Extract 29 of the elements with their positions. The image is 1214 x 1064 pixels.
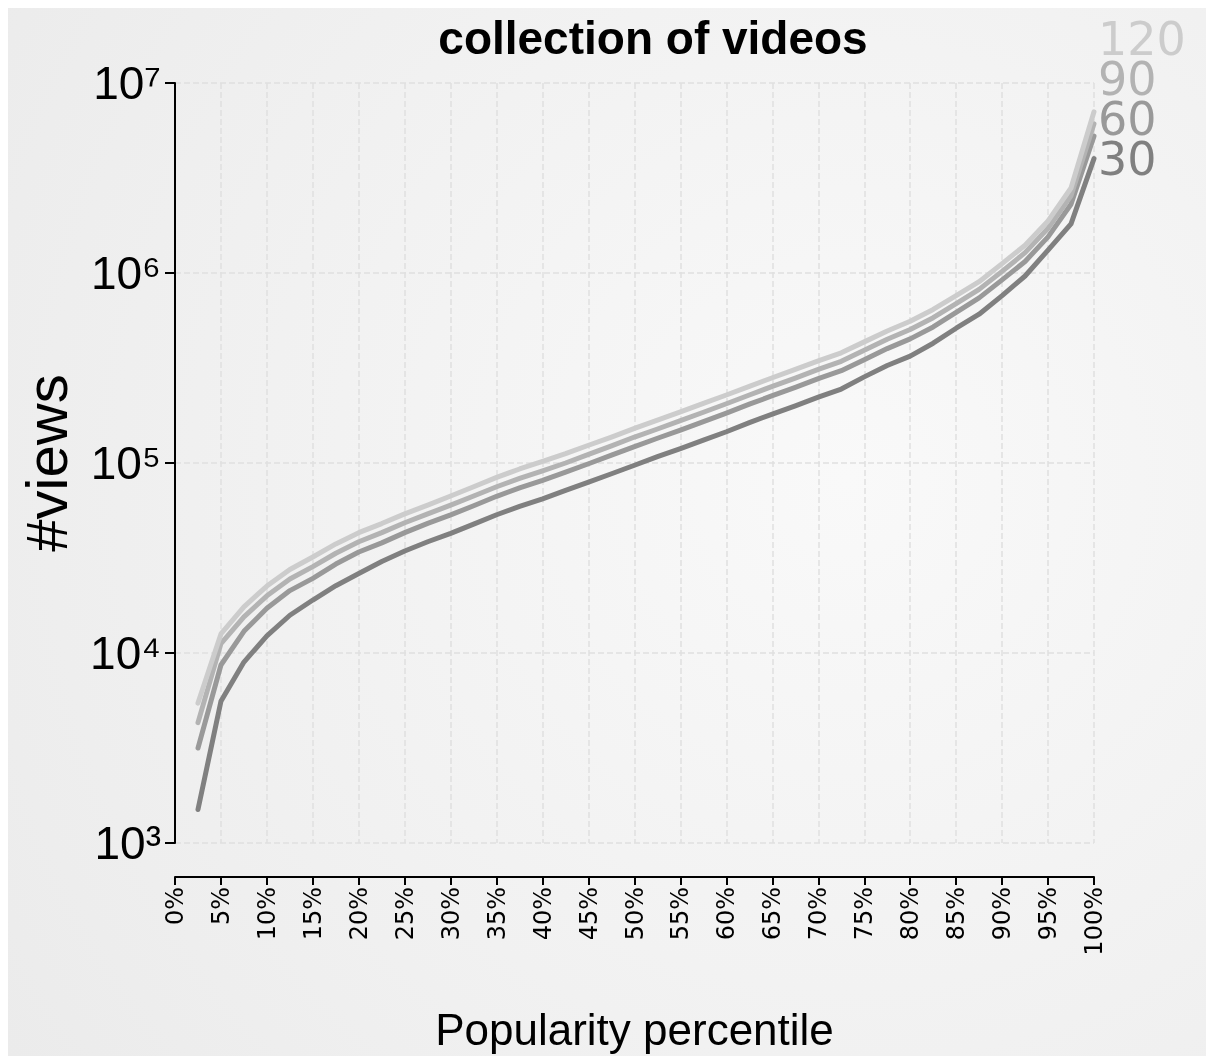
x-tick-label: 85% — [942, 887, 971, 941]
x-tick-label: 0% — [161, 887, 189, 926]
x-tick-label: 15% — [298, 887, 327, 941]
x-tick-label: 95% — [1034, 887, 1063, 941]
x-axis-title: Popularity percentile — [435, 1004, 834, 1054]
x-tick-label: 5% — [206, 887, 235, 926]
x-tick-label: 20% — [344, 887, 373, 941]
x-tick-label: 30% — [436, 887, 465, 941]
y-tick-label: 10⁷ — [93, 57, 161, 109]
x-tick-label: 60% — [712, 887, 741, 941]
x-tick-label: 25% — [390, 887, 419, 941]
x-tick-label: 40% — [528, 887, 557, 941]
x-tick-label: 80% — [896, 887, 925, 941]
x-tick-label: 10% — [252, 887, 281, 941]
chart-title: collection of videos — [438, 12, 868, 64]
y-tick-label: 10⁵ — [90, 437, 161, 489]
y-tick-label: 10⁶ — [90, 247, 161, 299]
x-tick-label: 100% — [1080, 887, 1108, 956]
x-tick-label: 75% — [850, 887, 879, 941]
y-tick-label: 10⁴ — [90, 627, 161, 679]
x-tick-label: 35% — [482, 887, 511, 941]
x-tick-label: 45% — [574, 887, 603, 941]
x-tick-label: 90% — [988, 887, 1017, 941]
y-axis-title: #views — [13, 374, 79, 552]
x-tick-label: 50% — [620, 887, 649, 941]
x-tick-label: 65% — [758, 887, 787, 941]
x-tick-label: 70% — [804, 887, 833, 941]
y-tick-label: 10³ — [94, 817, 161, 869]
x-tick-label: 55% — [666, 887, 695, 941]
